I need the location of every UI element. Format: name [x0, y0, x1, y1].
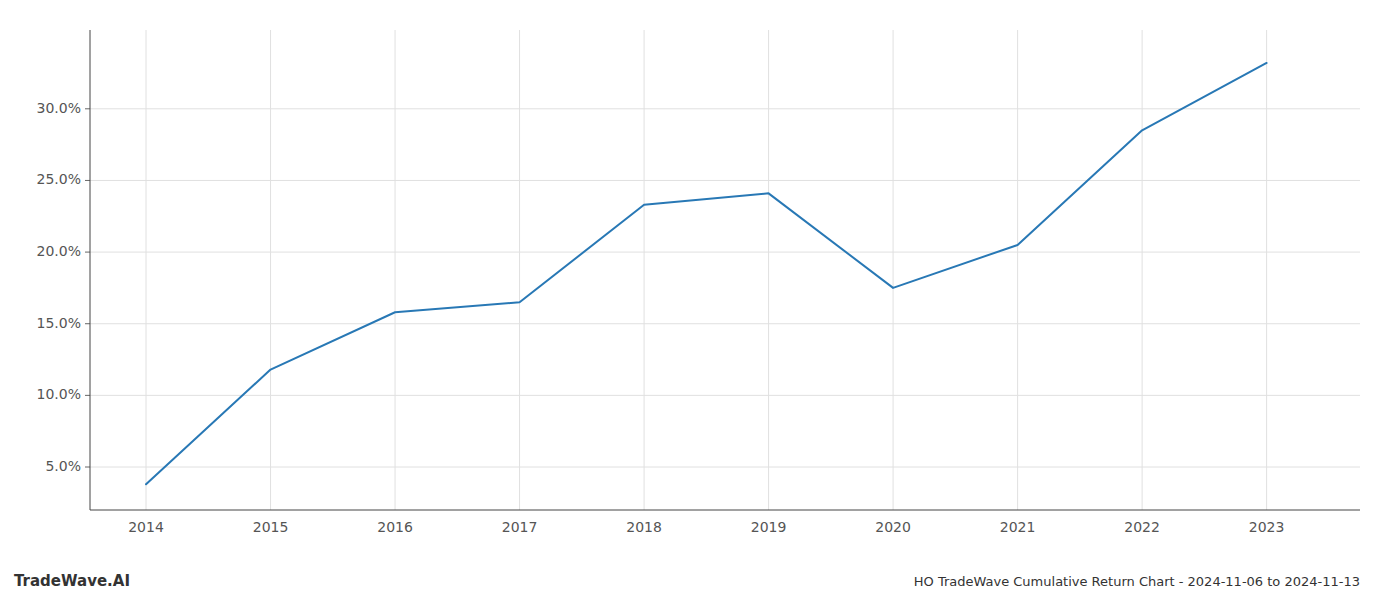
x-tick-label: 2022 [1124, 519, 1160, 535]
y-tick-label: 15.0% [37, 315, 81, 331]
x-tick-label: 2019 [751, 519, 787, 535]
x-grid-line [519, 30, 520, 510]
y-tick [85, 395, 90, 396]
x-tick-label: 2023 [1249, 519, 1285, 535]
y-axis-line [90, 30, 91, 510]
x-grid-line [1266, 30, 1267, 510]
y-tick-label: 20.0% [37, 243, 81, 259]
y-grid-line [90, 108, 1360, 109]
x-tick-label: 2020 [875, 519, 911, 535]
x-tick-label: 2021 [1000, 519, 1036, 535]
x-grid-line [893, 30, 894, 510]
x-grid-line [768, 30, 769, 510]
y-tick [85, 467, 90, 468]
y-grid-line [90, 467, 1360, 468]
y-tick-label: 30.0% [37, 100, 81, 116]
y-tick [85, 108, 90, 109]
x-grid-line [270, 30, 271, 510]
x-tick-label: 2018 [626, 519, 662, 535]
background [0, 0, 1400, 600]
y-grid-line [90, 323, 1360, 324]
y-grid-line [90, 395, 1360, 396]
line-series [146, 63, 1267, 484]
x-tick-label: 2016 [377, 519, 413, 535]
x-tick-label: 2017 [502, 519, 538, 535]
plot-area [146, 63, 1267, 484]
x-grid-line [644, 30, 645, 510]
chart-container: 5.0% 10.0% 15.0% 20.0% 25.0% 30.0% 2014 2015 201… [0, 0, 1400, 600]
y-tick [85, 252, 90, 253]
x-axis-line [90, 510, 1360, 511]
x-grid-line [395, 30, 396, 510]
x-grid-line [1017, 30, 1018, 510]
chart-svg: 5.0% 10.0% 15.0% 20.0% 25.0% 30.0% 2014 2015 201… [0, 0, 1400, 600]
x-tick-label: 2015 [253, 519, 289, 535]
watermark: TradeWave.AI [14, 572, 130, 590]
x-tick-label: 2014 [128, 519, 164, 535]
chart-title: HO TradeWave Cumulative Return Chart - 2… [914, 574, 1360, 589]
y-tick [85, 323, 90, 324]
x-grid-line [1142, 30, 1143, 510]
grid [90, 30, 1360, 510]
y-tick-label: 10.0% [37, 386, 81, 402]
y-tick-label: 5.0% [45, 458, 81, 474]
x-grid-line [146, 30, 147, 510]
axes: 5.0% 10.0% 15.0% 20.0% 25.0% 30.0% 2014 2015 201… [37, 30, 1360, 535]
y-grid-line [90, 252, 1360, 253]
y-tick-label: 25.0% [37, 171, 81, 187]
y-tick [85, 180, 90, 181]
y-grid-line [90, 180, 1360, 181]
